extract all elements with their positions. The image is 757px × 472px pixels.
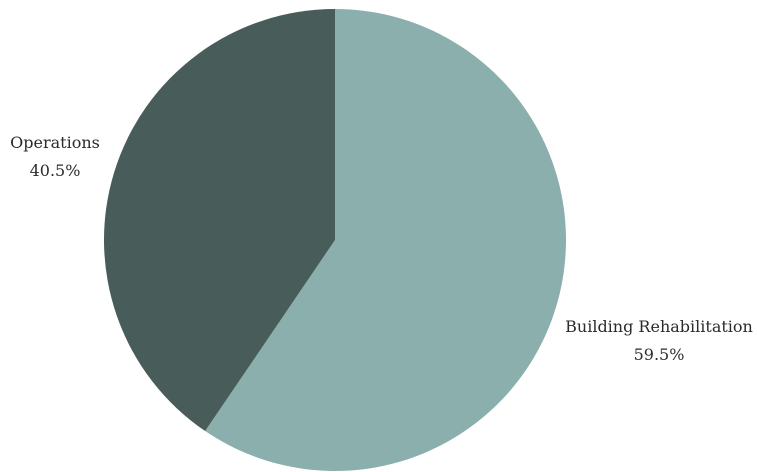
slice-value-building-rehabilitation: 59.5%	[634, 345, 685, 364]
pie-slices	[104, 9, 567, 471]
slice-label-building-rehabilitation: Building Rehabilitation	[565, 317, 753, 336]
pie-slice-building-rehabilitation	[205, 9, 567, 471]
pie-slice-operations	[104, 9, 335, 432]
slice-label-operations: Operations	[10, 133, 100, 152]
slice-label-group-building-rehabilitation: Building Rehabilitation 59.5%	[565, 317, 753, 364]
slice-value-operations: 40.5%	[30, 161, 81, 180]
slice-label-group-operations: Operations 40.5%	[10, 133, 100, 180]
